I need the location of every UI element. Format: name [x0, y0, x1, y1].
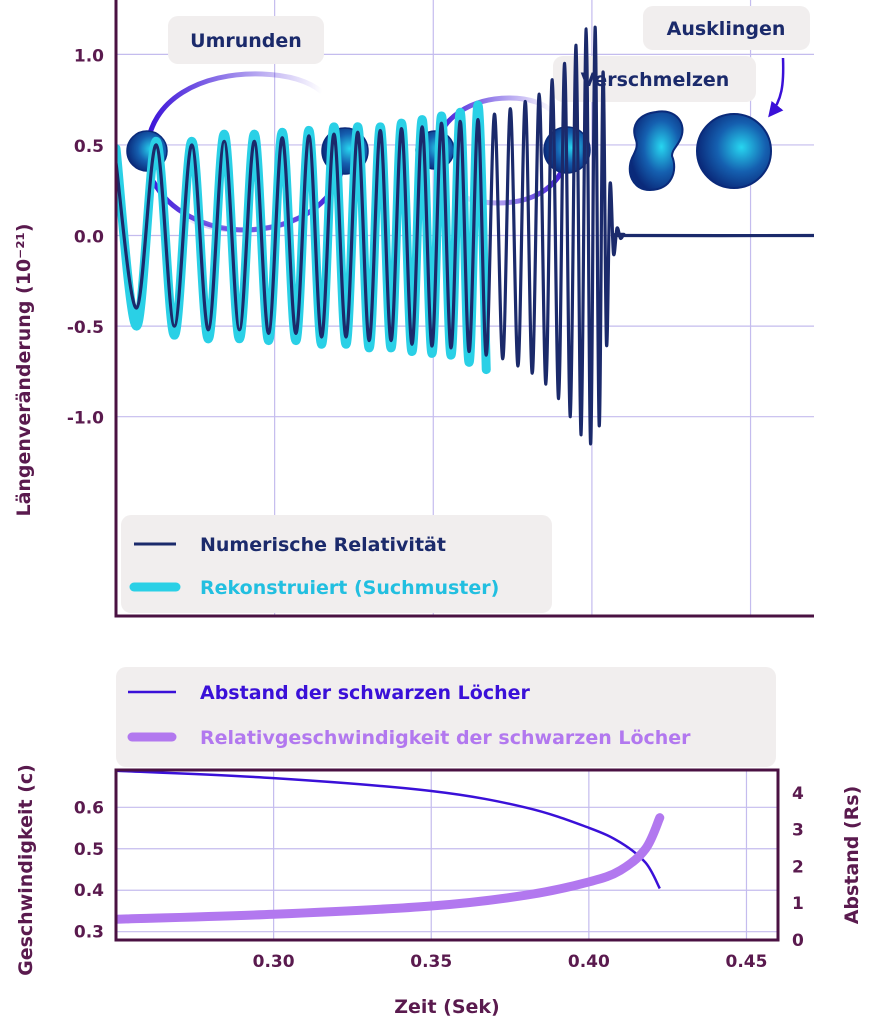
- bottom-left-y-tick-label: 0.3: [74, 923, 104, 943]
- phase-label-ringdown-text: Ausklingen: [667, 18, 786, 40]
- ringdown-arrow: [768, 57, 785, 118]
- orbit-trail-upper: [144, 71, 324, 151]
- legend-label-reconstructed: Rekonstruiert (Suchmuster): [200, 577, 499, 599]
- series-line-numerical-relativity: [116, 25, 814, 446]
- bottom-right-y-tick-label: 0: [792, 931, 804, 951]
- legend-label-velocity: Relativgeschwindigkeit der schwarzen Löc…: [200, 727, 691, 749]
- bottom-right-y-tick-label: 3: [792, 821, 804, 841]
- phase-illustration-merger: [628, 110, 684, 192]
- bottom-panel-frame: [114, 768, 780, 942]
- merging-black-holes: [628, 110, 684, 192]
- final-black-hole: [696, 113, 772, 189]
- top-panel-frame: [114, 0, 814, 618]
- top-y-axis-label: Längenveränderung (10⁻²¹): [13, 223, 35, 516]
- legend-label-separation: Abstand der schwarzen Löcher: [200, 682, 530, 704]
- top-y-tick-label: -0.5: [67, 318, 104, 338]
- bottom-right-y-axis-label: Abstand (Rs): [841, 786, 863, 925]
- phase-label-merger-text: Verschmelzen: [581, 69, 730, 91]
- top-y-tick-label: 0.5: [74, 137, 104, 157]
- bottom-x-tick-label: 0.30: [253, 952, 295, 972]
- bottom-left-y-tick-label: 0.4: [74, 881, 104, 901]
- bottom-right-y-tick-labels: 4 3 2 1 0: [792, 784, 804, 951]
- bottom-left-y-axis-label: Geschwindigkeit (c): [15, 764, 37, 976]
- top-y-tick-label: 0.0: [74, 228, 104, 248]
- bottom-x-tick-labels: 0.30 0.35 0.40 0.45: [253, 952, 768, 972]
- bottom-gridlines: [116, 770, 778, 940]
- legend-label-numerical: Numerische Relativität: [200, 534, 446, 556]
- phase-illustration-ringdown: [696, 57, 785, 189]
- bottom-right-y-tick-label: 4: [792, 784, 804, 804]
- phase-label-inspiral-text: Umrunden: [190, 30, 302, 52]
- bottom-x-tick-label: 0.45: [725, 952, 767, 972]
- bottom-left-y-tick-label: 0.5: [74, 840, 104, 860]
- series-line-velocity: [116, 813, 665, 924]
- bottom-x-tick-label: 0.40: [568, 952, 610, 972]
- phase-label-ringdown: Ausklingen: [643, 6, 810, 50]
- series-line-separation: [116, 770, 661, 890]
- bottom-right-y-tick-label: 2: [792, 857, 804, 877]
- top-y-tick-label: -1.0: [67, 409, 104, 429]
- bottom-left-y-tick-label: 0.6: [74, 798, 104, 818]
- bottom-legend: Abstand der schwarzen Löcher Relativgesc…: [116, 667, 776, 767]
- bottom-left-y-tick-labels: 0.6 0.5 0.4 0.3: [74, 798, 104, 942]
- bottom-x-tick-label: 0.35: [410, 952, 452, 972]
- bottom-x-axis-label: Zeit (Sek): [394, 996, 499, 1018]
- top-y-tick-labels: 1.0 0.5 0.0 -0.5 -1.0: [67, 46, 104, 428]
- top-legend: Numerische Relativität Rekonstruiert (Su…: [121, 515, 552, 613]
- phase-label-inspiral: Umrunden: [168, 16, 324, 64]
- top-y-tick-label: 1.0: [74, 46, 104, 66]
- bottom-right-y-tick-label: 1: [792, 894, 804, 914]
